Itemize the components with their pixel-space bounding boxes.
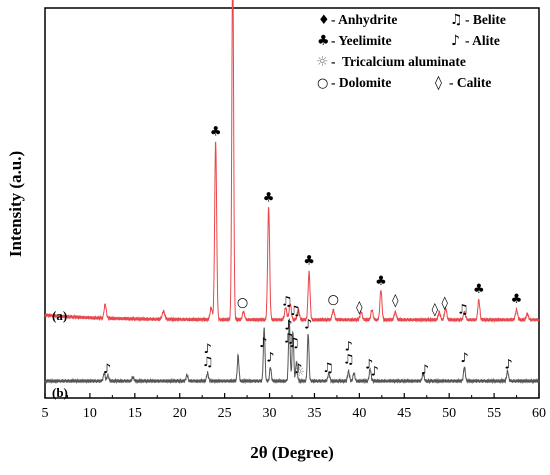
series-label-b: (b) xyxy=(52,385,68,400)
legend-label-tricalcium-aluminate: - Tricalcium aluminate xyxy=(331,54,466,69)
peak-marker: ♫ xyxy=(289,304,301,319)
series-label-a: (a) xyxy=(52,308,67,323)
peak-marker: ♪ xyxy=(344,340,352,355)
series-layer xyxy=(44,0,540,385)
peak-marker: ♣ xyxy=(263,191,275,206)
peak-marker: ♫ xyxy=(343,353,355,368)
peak-marker: ♪ xyxy=(460,351,468,366)
peak-marker: ♪ xyxy=(304,318,312,333)
peak-marker: ♣ xyxy=(375,274,387,289)
peak-marker: ♪ xyxy=(103,362,111,377)
legend: ♦ - Anhydrite ♫ - Belite ♣ - Yeelimite ♪… xyxy=(316,12,506,91)
peak-marker: ◊ xyxy=(392,294,399,309)
legend-symbol-anhydrite: ♦ xyxy=(318,13,330,28)
peak-marker: ◊ xyxy=(441,296,448,311)
legend-label-belite: - Belite xyxy=(465,12,506,27)
series-line-a xyxy=(44,0,540,324)
peak-marker: ♪ xyxy=(266,350,274,365)
peak-marker: ♫ xyxy=(322,361,334,376)
legend-label-anhydrite: - Anhydrite xyxy=(331,12,397,27)
peak-marker: ♪ xyxy=(504,358,512,373)
peak-marker: ♫ xyxy=(457,302,469,317)
legend-symbol-tricalcium-aluminate: ☼ xyxy=(316,54,329,70)
peak-marker: ♪ xyxy=(284,318,292,333)
legend-symbol-alite: ♪ xyxy=(451,33,460,49)
peak-marker: ♪ xyxy=(294,362,302,377)
legend-symbol-calite: ◊ xyxy=(435,75,442,91)
series-line-b xyxy=(44,317,540,385)
legend-label-alite: - Alite xyxy=(465,33,500,48)
peak-marker: ♫ xyxy=(283,331,295,346)
peak-annotations: ♦♣♣○♫♫♣○◊♣◊◊◊♫♣♣♪♫♪♪♪♫♪♪♫☼♪♫♫♪♪♪♪♪♪ xyxy=(103,125,523,380)
x-tick-label: 10 xyxy=(83,406,97,421)
peak-marker: ♫ xyxy=(288,336,300,351)
y-axis-label: Intensity (a.u.) xyxy=(6,151,25,257)
legend-symbol-yeelimite: ♣ xyxy=(317,33,330,49)
x-axis-label: 2θ (Degree) xyxy=(250,443,334,462)
x-axis-ticks: 5 10 15 20 25 30 35 40 45 50 55 60 xyxy=(42,393,546,421)
x-tick-label: 55 xyxy=(487,406,501,421)
legend-symbol-belite: ♫ xyxy=(450,12,463,28)
legend-symbol-dolomite: ○ xyxy=(317,76,328,91)
x-tick-label: 15 xyxy=(128,406,142,421)
peak-marker: ♣ xyxy=(473,282,485,297)
x-tick-label: 30 xyxy=(263,406,277,421)
peak-marker: ♪ xyxy=(370,365,378,380)
x-tick-label: 50 xyxy=(442,406,456,421)
peak-marker: ◊ xyxy=(356,300,363,315)
peak-marker: ♫ xyxy=(202,355,214,370)
peak-marker: ☼ xyxy=(293,365,305,380)
peak-marker: ♪ xyxy=(421,363,429,378)
x-tick-label: 35 xyxy=(307,406,321,421)
peak-marker: ○ xyxy=(237,295,248,310)
peak-marker: ♣ xyxy=(210,125,222,140)
x-tick-label: 45 xyxy=(397,406,411,421)
peak-marker: ♫ xyxy=(281,294,293,309)
peak-marker: ○ xyxy=(328,293,339,308)
peak-marker: ♪ xyxy=(259,336,267,351)
peak-marker: ♣ xyxy=(303,254,315,269)
x-tick-label: 5 xyxy=(42,406,49,421)
legend-label-calite: - Calite xyxy=(449,75,491,90)
x-tick-label: 40 xyxy=(352,406,366,421)
legend-label-yeelimite: - Yeelimite xyxy=(331,33,392,48)
x-tick-label: 20 xyxy=(173,406,187,421)
legend-label-dolomite: - Dolomite xyxy=(331,75,391,90)
peak-marker: ♪ xyxy=(203,342,211,357)
x-tick-label: 60 xyxy=(532,406,546,421)
peak-marker: ♣ xyxy=(511,292,523,307)
peak-marker: ♪ xyxy=(365,358,373,373)
x-tick-label: 25 xyxy=(218,406,232,421)
peak-marker: ◊ xyxy=(432,302,439,317)
